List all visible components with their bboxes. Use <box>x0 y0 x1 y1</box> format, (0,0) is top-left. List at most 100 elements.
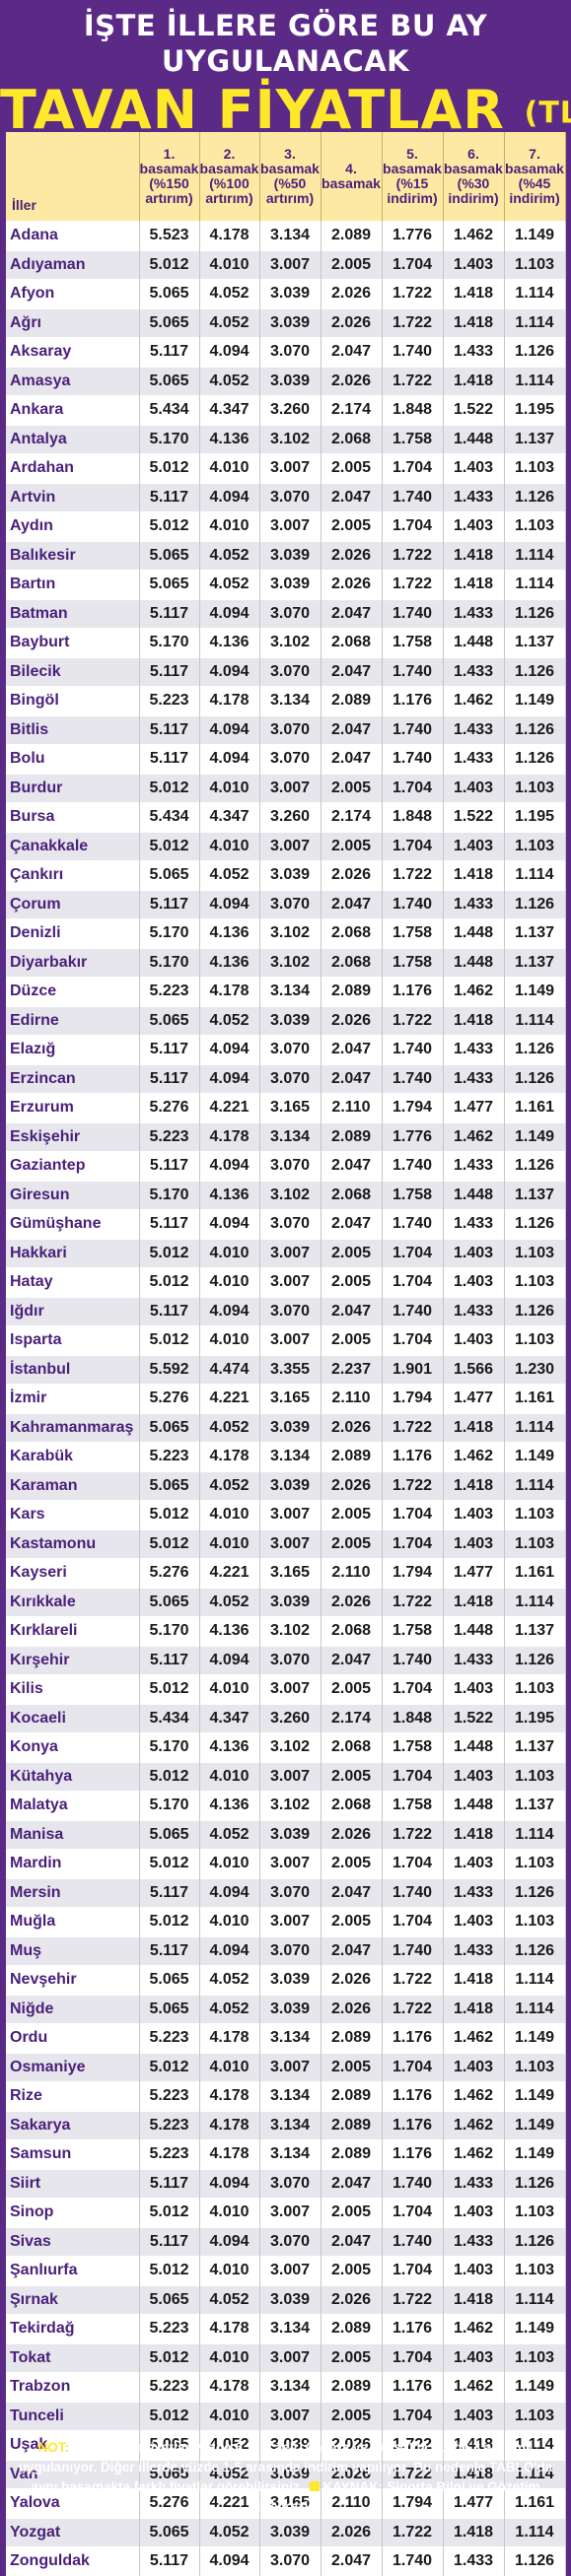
price-cell: 5.117 <box>139 656 200 687</box>
price-cell: 2.089 <box>321 977 383 1006</box>
price-cell: 1.704 <box>382 249 444 280</box>
price-cell: 1.477 <box>443 1093 505 1122</box>
price-cell: 5.012 <box>139 1325 200 1355</box>
price-cell: 2.047 <box>321 598 383 629</box>
city-name-cell: Tekirdağ <box>6 2314 140 2343</box>
price-cell: 1.794 <box>382 1093 444 1122</box>
price-cell: 3.039 <box>259 1587 321 1617</box>
price-cell: 5.170 <box>139 1616 200 1646</box>
price-cell: 1.704 <box>382 1528 444 1559</box>
price-cell: 5.117 <box>139 482 200 512</box>
price-cell: 3.039 <box>259 366 321 396</box>
price-cell: 4.474 <box>199 1354 260 1385</box>
column-header-label: basamak (%50 artırım) <box>260 161 320 206</box>
city-name-cell: Kahramanmaraş <box>6 1412 140 1443</box>
price-cell: 1.103 <box>504 1238 566 1268</box>
price-cell: 3.134 <box>259 2372 321 2402</box>
price-cell: 5.065 <box>139 2430 200 2460</box>
price-cell: 1.114 <box>504 366 566 396</box>
price-cell: 4.010 <box>199 1907 260 1936</box>
price-cell: 3.070 <box>259 337 321 367</box>
price-cell: 1.230 <box>504 1354 566 1385</box>
table-row: Trabzon 5.223 4.178 3.134 2.089 1.176 1.462 1.1… <box>6 2372 566 2402</box>
price-cell: 5.117 <box>139 598 200 629</box>
price-cell: 1.103 <box>504 2401 566 2431</box>
price-cell: 1.403 <box>443 1267 505 1297</box>
table-row: Ordu 5.223 4.178 3.134 2.089 1.176 1.462 1.149 <box>6 2023 566 2053</box>
price-cell: 1.137 <box>504 424 566 454</box>
table-row: Düzce 5.223 4.178 3.134 2.089 1.176 1.462 1.149 <box>6 977 566 1006</box>
table-row: Bolu 5.117 4.094 3.070 2.047 1.740 1.433 1.126 <box>6 744 566 774</box>
price-cell: 4.010 <box>199 831 260 861</box>
city-name-cell: Trabzon <box>6 2372 140 2402</box>
table-row: Siirt 5.117 4.094 3.070 2.047 1.740 1.433 1.126 <box>6 2168 566 2199</box>
price-cell: 5.012 <box>139 453 200 483</box>
price-cell: 2.047 <box>321 1935 383 1966</box>
table-row: Niğde 5.065 4.052 3.039 2.026 1.722 1.418 1.114 <box>6 1994 566 2024</box>
table-row: Kayseri 5.276 4.221 3.165 2.110 1.794 1.477 1.1… <box>6 1558 566 1588</box>
price-cell: 3.007 <box>259 1528 321 1559</box>
price-cell: 5.117 <box>139 1035 200 1064</box>
price-cell: 1.114 <box>504 860 566 890</box>
price-cell: 3.134 <box>259 977 321 1006</box>
table-row: Van 5.065 4.052 3.039 2.026 1.722 1.418 1.114 <box>6 2459 566 2489</box>
table-row: Sinop 5.012 4.010 3.007 2.005 1.704 1.403 1.103 <box>6 2198 566 2227</box>
price-cell: 1.126 <box>504 1035 566 1064</box>
price-cell: 2.026 <box>321 1965 383 1995</box>
price-cell: 1.114 <box>504 1965 566 1995</box>
price-cell: 2.110 <box>321 1093 383 1122</box>
price-cell: 1.522 <box>443 802 505 832</box>
price-cell: 1.722 <box>382 860 444 890</box>
price-cell: 1.448 <box>443 918 505 948</box>
price-cell: 1.114 <box>504 1819 566 1850</box>
price-cell: 3.039 <box>259 1412 321 1443</box>
price-cell: 5.117 <box>139 337 200 367</box>
price-cell: 4.052 <box>199 366 260 396</box>
price-cell: 4.094 <box>199 1209 260 1239</box>
price-cell: 5.276 <box>139 2488 200 2518</box>
price-cell: 1.103 <box>504 511 566 541</box>
price-cell: 5.012 <box>139 2342 200 2373</box>
price-cell: 1.704 <box>382 1325 444 1355</box>
price-cell: 1.114 <box>504 2517 566 2547</box>
price-cell: 1.740 <box>382 656 444 687</box>
price-cell: 1.176 <box>382 2314 444 2343</box>
table-row: Antalya 5.170 4.136 3.102 2.068 1.758 1.448 1.1… <box>6 424 566 454</box>
price-cell: 5.065 <box>139 540 200 571</box>
price-cell: 4.052 <box>199 860 260 890</box>
price-cell: 2.047 <box>321 1209 383 1239</box>
price-cell: 5.223 <box>139 2110 200 2140</box>
price-cell: 1.176 <box>382 2081 444 2111</box>
price-cell: 1.477 <box>443 1558 505 1588</box>
price-cell: 2.089 <box>321 2023 383 2053</box>
price-cell: 1.103 <box>504 1849 566 1878</box>
price-cell: 1.137 <box>504 947 566 978</box>
table-row: Kilis 5.012 4.010 3.007 2.005 1.704 1.403 1.103 <box>6 1674 566 1704</box>
price-cell: 1.462 <box>443 221 505 250</box>
price-cell: 1.403 <box>443 1500 505 1529</box>
price-cell: 1.462 <box>443 2139 505 2169</box>
table-row: Adana 5.523 4.178 3.134 2.089 1.776 1.462 1.149 <box>6 221 566 250</box>
table-row: Artvin 5.117 4.094 3.070 2.047 1.740 1.433 1.12… <box>6 482 566 512</box>
table-row: Hakkari 5.012 4.010 3.007 2.005 1.704 1.403 1.1… <box>6 1238 566 1268</box>
price-cell: 4.010 <box>199 1674 260 1704</box>
headline-main-text: TAVAN FİYATLAR <box>0 79 505 141</box>
price-cell: 5.276 <box>139 1558 200 1588</box>
price-cell: 4.094 <box>199 889 260 919</box>
price-cell: 4.178 <box>199 2372 260 2402</box>
price-cell: 4.178 <box>199 977 260 1006</box>
price-cell: 1.704 <box>382 1761 444 1792</box>
price-cell: 1.776 <box>382 221 444 250</box>
price-cell: 2.026 <box>321 366 383 396</box>
price-cell: 3.070 <box>259 889 321 919</box>
price-cell: 5.170 <box>139 628 200 657</box>
price-cell: 1.103 <box>504 2256 566 2285</box>
price-cell: 4.094 <box>199 1035 260 1064</box>
price-cell: 1.848 <box>382 395 444 425</box>
price-cell: 1.103 <box>504 1907 566 1936</box>
price-cell: 5.117 <box>139 889 200 919</box>
price-cell: 3.260 <box>259 802 321 832</box>
table-row: Kırıkkale 5.065 4.052 3.039 2.026 1.722 1.418 1… <box>6 1587 566 1617</box>
price-cell: 2.026 <box>321 279 383 308</box>
price-cell: 4.221 <box>199 2488 260 2518</box>
